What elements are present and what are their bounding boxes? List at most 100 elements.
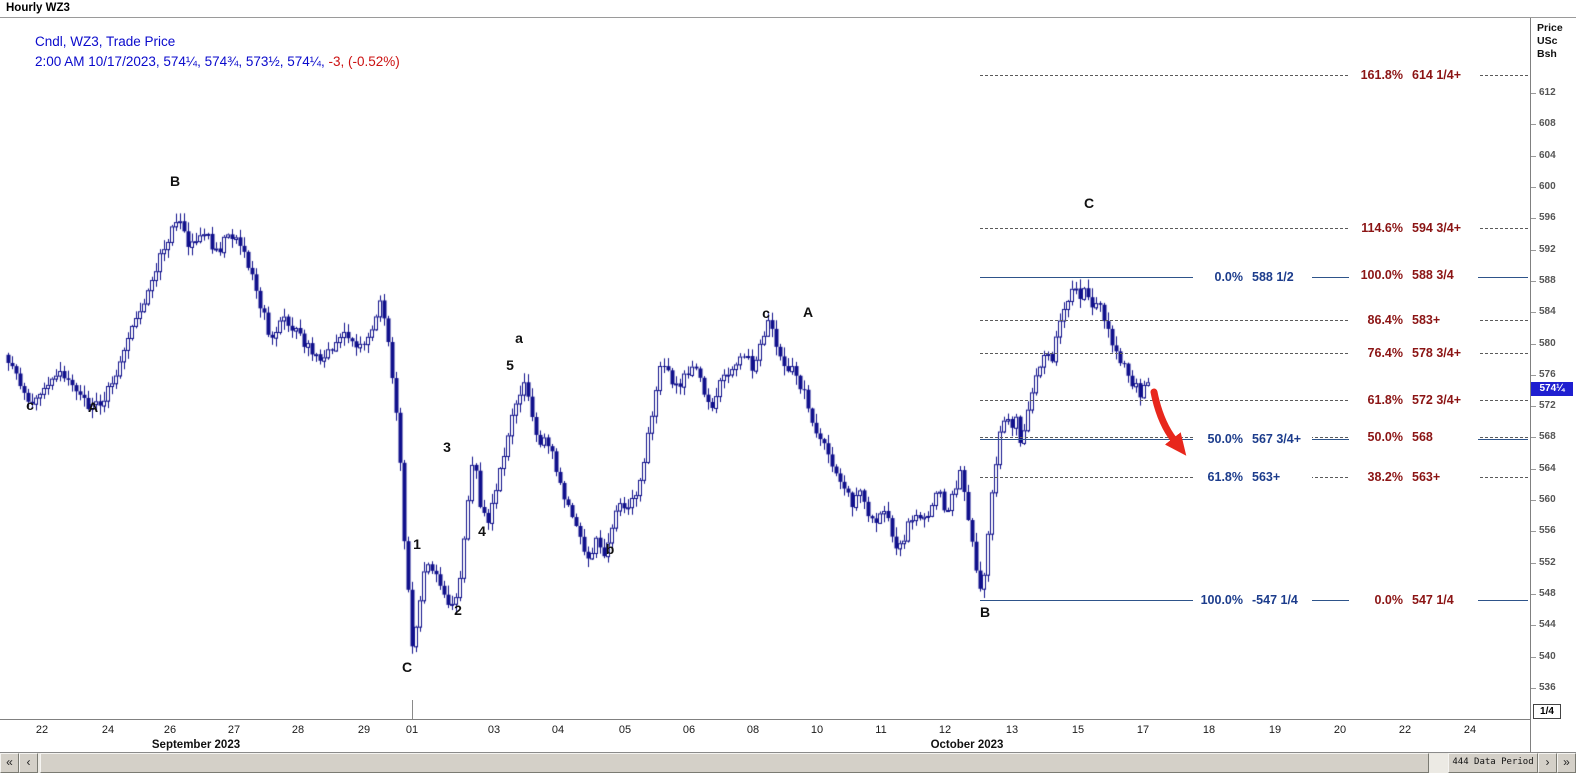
date-label: 27 [227, 724, 241, 736]
date-label: 22 [35, 724, 49, 736]
fib-level-label[interactable]: 114.6% 594 3/4+ [1349, 220, 1478, 237]
date-label: 12 [938, 724, 952, 736]
scroll-far-left-button[interactable]: « [0, 753, 19, 773]
date-label: 17 [1136, 724, 1150, 736]
scroll-right-button[interactable]: › [1538, 753, 1557, 773]
date-label: 11 [875, 724, 887, 736]
fib-level-label[interactable]: 50.0% 568 [1349, 429, 1478, 446]
scrollbar-thumb[interactable] [40, 753, 1429, 773]
price-tick-label: 548 [1531, 587, 1576, 601]
fib-level-line [980, 228, 1528, 230]
horizontal-scrollbar: « ‹ 444 Data Period › » [0, 752, 1576, 773]
price-axis-units: Price USc Bsh [1537, 22, 1563, 61]
fib-level-label[interactable]: 76.4% 578 3/4+ [1349, 345, 1478, 362]
date-label: 10 [810, 724, 824, 736]
price-unit-line: Price [1537, 22, 1563, 34]
fib-level-line [980, 400, 1528, 402]
price-tick-label: 552 [1531, 556, 1576, 570]
fib-level-line [980, 75, 1528, 77]
date-label: 26 [163, 724, 177, 736]
date-label: 03 [487, 724, 501, 736]
price-tick-label: 600 [1531, 180, 1576, 194]
fib-level-label[interactable]: 100.0% -547 1/4 [1193, 591, 1312, 608]
fib-level-label[interactable]: 0.0% 547 1/4 [1349, 591, 1478, 608]
price-tick-label: 576 [1531, 368, 1576, 382]
price-tick-label: 608 [1531, 117, 1576, 131]
wave-label-C[interactable]: C [401, 659, 413, 675]
fib-level-label[interactable]: 86.4% 583+ [1349, 312, 1478, 329]
date-label: 06 [682, 724, 696, 736]
fib-level-line [980, 320, 1528, 322]
date-label: 22 [1398, 724, 1412, 736]
price-tick-label: 564 [1531, 462, 1576, 476]
price-tick-label: 572 [1531, 399, 1576, 413]
chart-plot-area[interactable]: 0.0% 588 1/2 50.0% 567 3/4+ 61.8% 563+ 100.0% -… [0, 18, 1530, 719]
wave-label-c[interactable]: c [26, 397, 34, 413]
wave-label-c[interactable]: c [762, 305, 770, 321]
price-tick-label: 536 [1531, 681, 1576, 695]
date-label: 15 [1071, 724, 1085, 736]
price-tick-label: 540 [1531, 650, 1576, 664]
wave-label-A[interactable]: A [87, 399, 99, 415]
date-label: 20 [1333, 724, 1347, 736]
wave-label-3[interactable]: 3 [443, 439, 451, 455]
wave-label-4[interactable]: 4 [478, 523, 486, 539]
wave-label-5[interactable]: 5 [506, 357, 514, 373]
price-tick-label: 584 [1531, 305, 1576, 319]
scrollbar-track[interactable] [38, 753, 1448, 773]
date-label: 05 [618, 724, 632, 736]
legend-ohlc-values: 2:00 AM 10/17/2023, 574¼, 574¾, 573½, 57… [35, 54, 325, 69]
wave-label-b[interactable]: b [605, 541, 615, 557]
fib-level-line [980, 353, 1528, 355]
wave-label-1[interactable]: 1 [413, 536, 421, 552]
last-price-marker: 574¼ [1531, 381, 1573, 396]
fib-level-label[interactable]: 50.0% 567 3/4+ [1193, 431, 1312, 448]
window-titlebar: Hourly WZ3 [0, 0, 1576, 18]
month-label: September 2023 [151, 739, 241, 751]
date-label: 18 [1202, 724, 1216, 736]
date-label: 29 [357, 724, 371, 736]
price-tick-label: 568 [1531, 430, 1576, 444]
legend-change-values: -3, (-0.52%) [324, 54, 400, 69]
price-unit-line: USc [1537, 35, 1558, 47]
price-tick-label: 612 [1531, 86, 1576, 100]
wave-label-2[interactable]: 2 [454, 602, 462, 618]
date-label: 13 [1005, 724, 1019, 736]
price-tick-label: 592 [1531, 243, 1576, 257]
wave-label-a[interactable]: a [515, 330, 523, 346]
fib-level-label[interactable]: 61.8% 563+ [1193, 468, 1312, 485]
price-unit-line: Bsh [1537, 48, 1557, 60]
window-title: Hourly WZ3 [6, 2, 70, 14]
price-tick-label: 544 [1531, 618, 1576, 632]
price-tick-label: 560 [1531, 493, 1576, 507]
month-label: October 2023 [930, 739, 1004, 751]
tick-size-label: 1/4 [1533, 704, 1561, 719]
scroll-left-button[interactable]: ‹ [19, 753, 38, 773]
fib-level-label[interactable]: 38.2% 563+ [1349, 468, 1478, 485]
price-tick-label: 556 [1531, 524, 1576, 538]
wave-label-C[interactable]: C [1083, 195, 1095, 211]
fib-level-label[interactable]: 61.8% 572 3/4+ [1349, 392, 1478, 409]
price-tick-label: 580 [1531, 337, 1576, 351]
scroll-far-right-button[interactable]: » [1557, 753, 1576, 773]
fib-level-label[interactable]: 161.8% 614 1/4+ [1349, 67, 1478, 84]
date-label: 19 [1268, 724, 1282, 736]
fib-retracement-layer: 0.0% 588 1/2 50.0% 567 3/4+ 61.8% 563+ 100.0% -… [0, 18, 1530, 719]
wave-label-A[interactable]: A [802, 304, 814, 320]
chart-legend: Cndl, WZ3, Trade Price 2:00 AM 10/17/202… [35, 32, 400, 72]
wave-label-B[interactable]: B [979, 604, 991, 620]
price-tick-label: 596 [1531, 211, 1576, 225]
date-label: 24 [1463, 724, 1477, 736]
month-boundary-tick [412, 700, 413, 719]
wave-label-B[interactable]: B [169, 173, 181, 189]
fib-level-label[interactable]: 0.0% 588 1/2 [1193, 268, 1312, 285]
date-label: 08 [746, 724, 760, 736]
price-tick-label: 588 [1531, 274, 1576, 288]
data-period-button[interactable]: 444 Data Period [1448, 753, 1538, 773]
time-axis[interactable]: 22 24 26 27 28 29 01 03 04 05 06 08 10 11 12 13 15 17 18 19… [0, 719, 1530, 752]
date-label: 28 [291, 724, 305, 736]
price-axis[interactable]: Price USc Bsh 612 608 604 600 596 592 588 584 58… [1530, 18, 1576, 752]
fib-level-label[interactable]: 100.0% 588 3/4 [1349, 267, 1478, 283]
